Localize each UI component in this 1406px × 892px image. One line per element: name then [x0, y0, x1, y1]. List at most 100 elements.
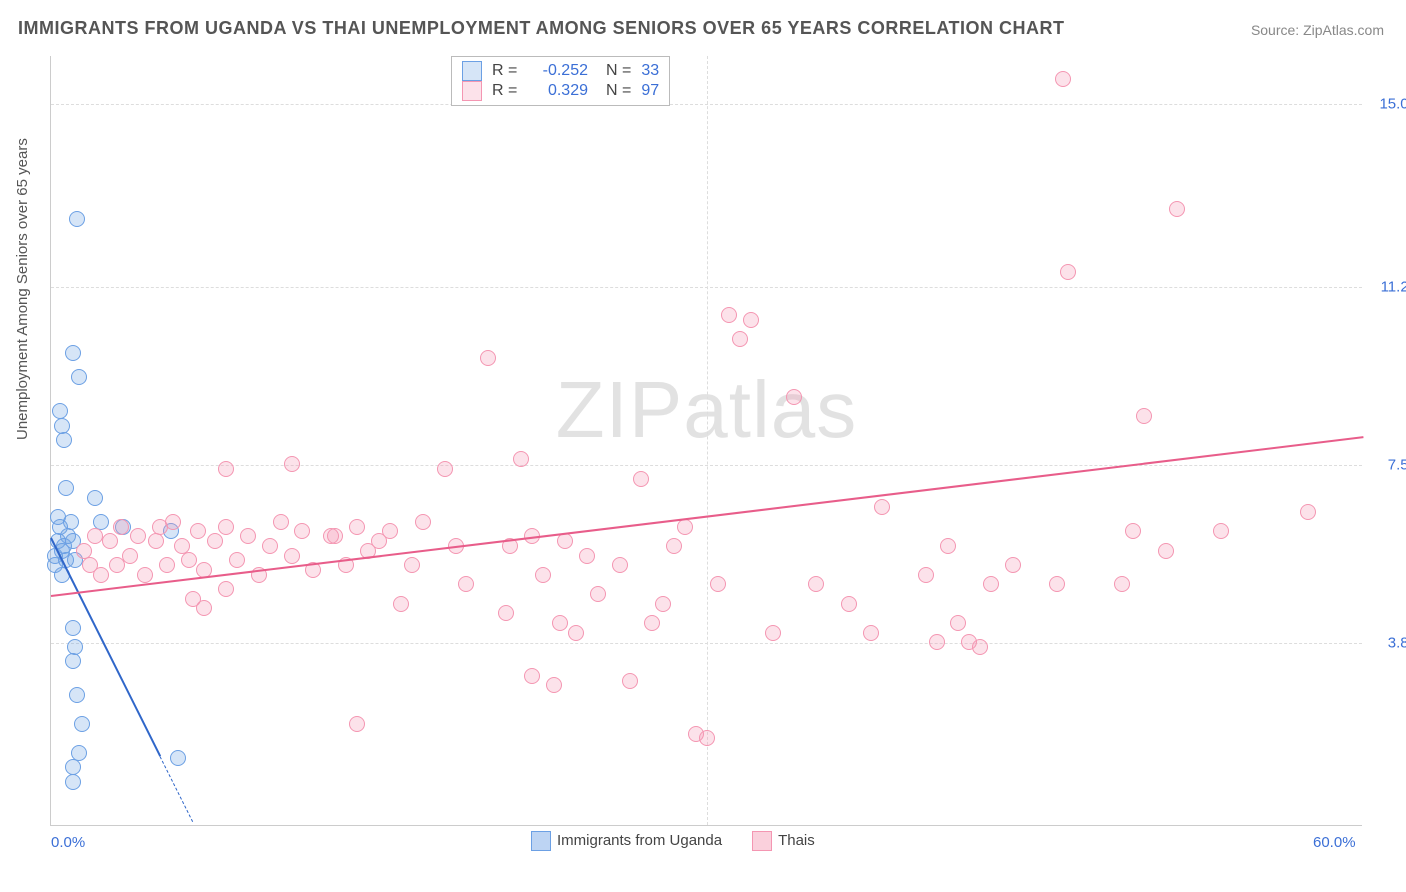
data-point-thais — [765, 625, 781, 641]
data-point-thais — [218, 581, 234, 597]
data-point-thais — [218, 519, 234, 535]
bottom-legend-item: Thais — [752, 831, 815, 851]
chart-title: IMMIGRANTS FROM UGANDA VS THAI UNEMPLOYM… — [18, 18, 1065, 39]
data-point-thais — [349, 716, 365, 732]
legend-swatch — [752, 831, 772, 851]
data-point-thais — [535, 567, 551, 583]
data-point-thais — [1114, 576, 1130, 592]
data-point-thais — [1136, 408, 1152, 424]
gridline-v — [707, 56, 708, 825]
data-point-thais — [190, 523, 206, 539]
legend-stats-row-thais: R =0.329N = 97 — [462, 81, 659, 101]
data-point-thais — [732, 331, 748, 347]
bottom-legend-item: Immigrants from Uganda — [531, 831, 722, 851]
data-point-thais — [972, 639, 988, 655]
legend-n-label: N = — [606, 62, 631, 80]
data-point-thais — [113, 519, 129, 535]
data-point-thais — [437, 461, 453, 477]
data-point-uganda — [65, 653, 81, 669]
legend-stats-row-uganda: R = -0.252 N = 33 — [462, 61, 659, 81]
data-point-thais — [552, 615, 568, 631]
trend-line — [160, 756, 194, 822]
data-point-thais — [137, 567, 153, 583]
data-point-thais — [743, 312, 759, 328]
data-point-thais — [148, 533, 164, 549]
bottom-legend: Immigrants from Uganda Thais — [531, 831, 815, 851]
data-point-uganda — [69, 211, 85, 227]
data-point-thais — [1125, 523, 1141, 539]
data-point-thais — [93, 567, 109, 583]
y-tick-label: 3.8% — [1367, 635, 1406, 652]
data-point-uganda — [56, 432, 72, 448]
data-point-thais — [863, 625, 879, 641]
data-point-thais — [87, 528, 103, 544]
data-point-thais — [382, 523, 398, 539]
data-point-thais — [284, 456, 300, 472]
data-point-thais — [159, 557, 175, 573]
x-tick-label: 60.0% — [1313, 834, 1356, 851]
data-point-thais — [480, 350, 496, 366]
source-attribution: Source: ZipAtlas.com — [1251, 22, 1384, 38]
data-point-uganda — [65, 620, 81, 636]
data-point-thais — [165, 514, 181, 530]
data-point-thais — [633, 471, 649, 487]
data-point-thais — [498, 605, 514, 621]
data-point-thais — [568, 625, 584, 641]
data-point-thais — [546, 677, 562, 693]
data-point-thais — [786, 389, 802, 405]
data-point-thais — [950, 615, 966, 631]
data-point-thais — [218, 461, 234, 477]
data-point-thais — [122, 548, 138, 564]
data-point-uganda — [67, 639, 83, 655]
bottom-legend-label: Thais — [778, 832, 815, 849]
y-tick-label: 15.0% — [1367, 96, 1406, 113]
data-point-uganda — [65, 345, 81, 361]
data-point-thais — [666, 538, 682, 554]
data-point-thais — [1158, 543, 1174, 559]
legend-n-value: 97 — [641, 82, 659, 100]
data-point-thais — [524, 668, 540, 684]
data-point-thais — [262, 538, 278, 554]
legend-stats-box: R = -0.252 N = 33R =0.329N = 97 — [451, 56, 670, 106]
x-tick-label: 0.0% — [51, 834, 85, 851]
data-point-thais — [349, 519, 365, 535]
y-tick-label: 7.5% — [1367, 457, 1406, 474]
data-point-thais — [327, 528, 343, 544]
legend-swatch — [462, 61, 482, 81]
data-point-thais — [874, 499, 890, 515]
data-point-thais — [240, 528, 256, 544]
data-point-thais — [929, 634, 945, 650]
data-point-thais — [284, 548, 300, 564]
data-point-thais — [294, 523, 310, 539]
data-point-thais — [918, 567, 934, 583]
data-point-thais — [721, 307, 737, 323]
legend-n-label: N = — [606, 82, 631, 100]
data-point-thais — [622, 673, 638, 689]
data-point-thais — [273, 514, 289, 530]
data-point-thais — [229, 552, 245, 568]
data-point-uganda — [58, 480, 74, 496]
legend-n-value: 33 — [641, 62, 659, 80]
data-point-thais — [181, 552, 197, 568]
data-point-uganda — [71, 369, 87, 385]
watermark-bold: ZIP — [556, 365, 683, 454]
data-point-uganda — [87, 490, 103, 506]
data-point-thais — [415, 514, 431, 530]
data-point-thais — [1055, 71, 1071, 87]
data-point-thais — [644, 615, 660, 631]
legend-r-label: R = — [492, 62, 520, 80]
watermark-thin: atlas — [683, 365, 857, 454]
legend-swatch — [531, 831, 551, 851]
data-point-uganda — [170, 750, 186, 766]
bottom-legend-label: Immigrants from Uganda — [557, 832, 722, 849]
data-point-thais — [699, 730, 715, 746]
data-point-thais — [612, 557, 628, 573]
plot-area: ZIPatlas R =-0.252N = 33R =0.329N = 97 I… — [50, 56, 1362, 826]
data-point-thais — [655, 596, 671, 612]
data-point-thais — [102, 533, 118, 549]
data-point-thais — [513, 451, 529, 467]
data-point-thais — [579, 548, 595, 564]
data-point-thais — [1213, 523, 1229, 539]
data-point-thais — [1169, 201, 1185, 217]
legend-r-value: -0.252 — [530, 62, 588, 80]
